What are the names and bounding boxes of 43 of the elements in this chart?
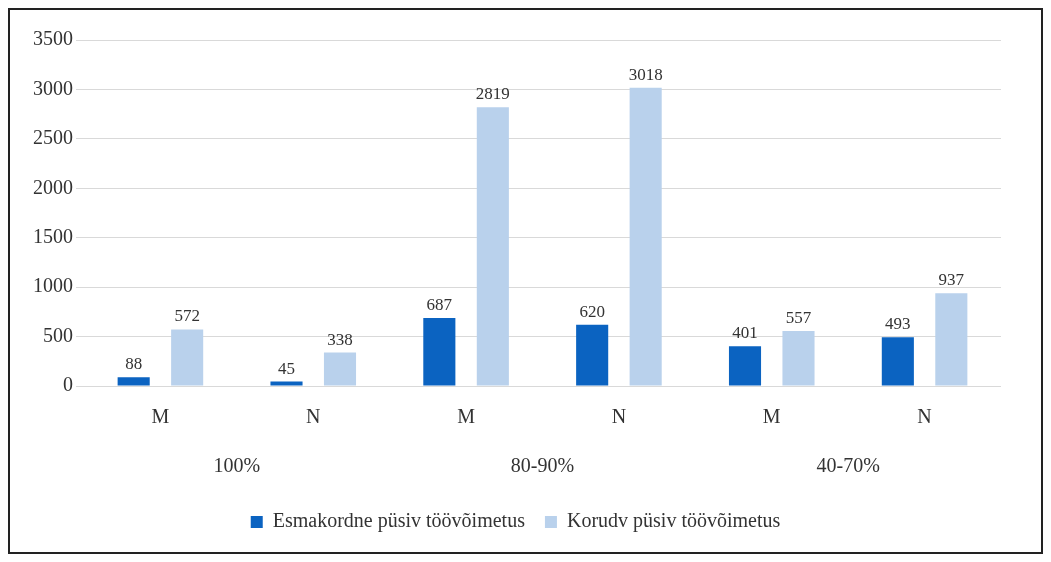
bar [881,337,914,386]
x-tick-label: M [457,405,476,428]
y-tick-label: 2000 [33,175,73,198]
y-tick-label: 0 [63,373,73,396]
data-label: 493 [885,314,911,334]
y-tick-label: 3000 [33,76,73,99]
bar [423,318,456,386]
x-tick-label: M [762,405,781,428]
data-label: 45 [278,358,295,378]
bar [270,381,303,386]
bar [576,324,609,386]
x-tick-label: M [151,405,170,428]
data-label: 572 [174,306,200,326]
data-label: 557 [785,307,812,327]
data-label: 937 [938,270,965,290]
x-tick-label: N [611,405,627,428]
bar [935,293,968,386]
y-tick-label: 1500 [33,224,73,247]
text: 40-70% [816,454,880,477]
data-label: 338 [327,329,353,349]
bar [476,107,509,386]
data-label: 687 [426,295,453,315]
data-label: 2819 [475,84,510,104]
bar [728,346,762,386]
bar [629,87,662,386]
bar [323,352,357,386]
legend-label: Korudv püsiv töövõimetus [566,509,781,533]
y-tick-label: 3500 [33,27,73,50]
bar [782,330,815,386]
x-tick-label: N [306,405,321,428]
text: 100% [213,454,261,477]
bar [171,329,204,386]
text: 80-90% [510,454,575,477]
data-label: 88 [125,354,143,374]
y-tick-label: 2500 [33,126,73,149]
data-label: 620 [579,301,605,321]
data-label: 401 [732,323,758,343]
y-tick-label: 500 [43,323,73,346]
y-tick-label: 1000 [33,274,73,297]
bar [117,377,150,386]
legend-label: Esmakordne püsiv töövõimetus [272,509,526,533]
x-tick-label: N [917,405,932,428]
data-label: 3018 [628,64,663,84]
